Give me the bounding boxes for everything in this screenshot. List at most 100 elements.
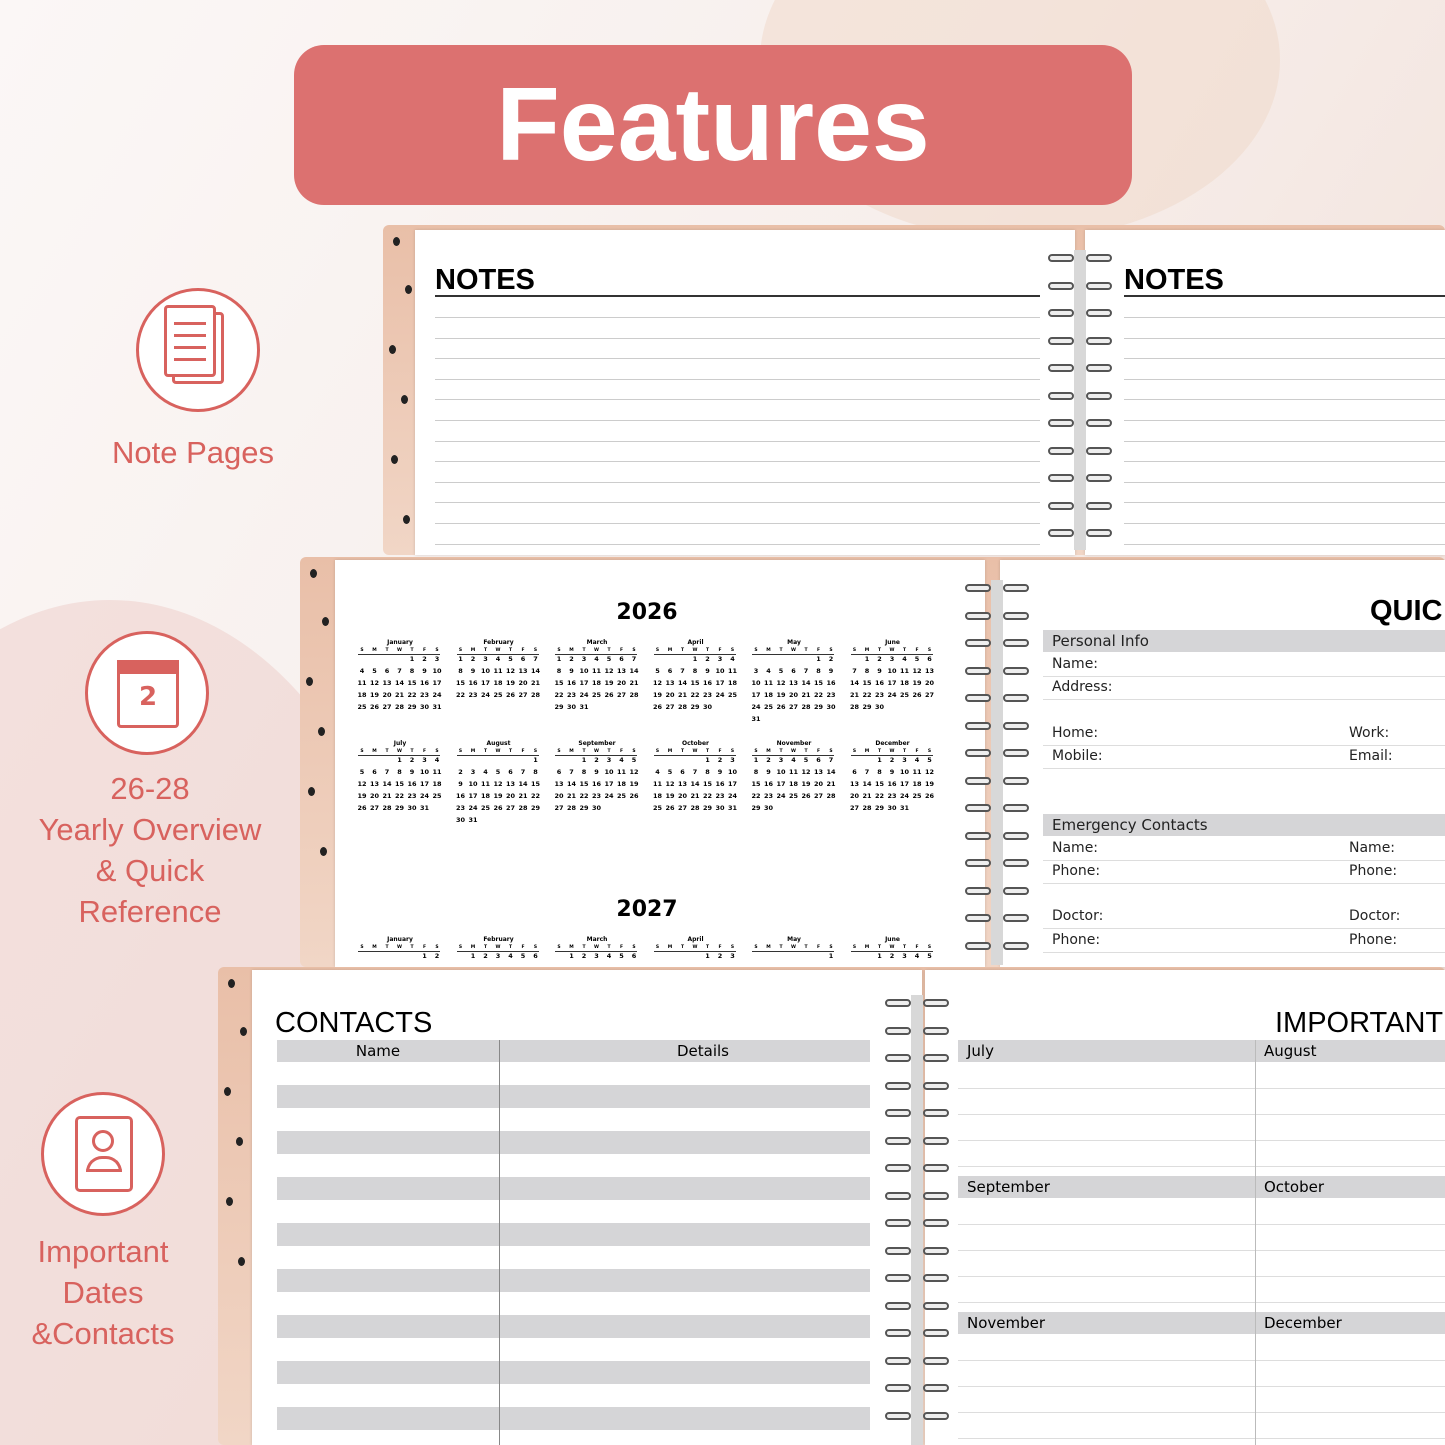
weekday: T [607,648,611,654]
day: 21 [566,792,577,801]
column-divider [499,1040,500,1445]
day: 13 [616,667,627,676]
weekday: S [927,945,932,951]
note-line [1124,502,1445,504]
weekday: S [458,648,463,654]
day: 30 [407,804,417,813]
day: 9 [766,768,771,777]
weekday: S [557,945,561,951]
icon-line [174,346,206,349]
weekday: F [422,648,427,654]
month-rule [653,654,736,655]
day: 4 [730,655,735,664]
day: 13 [849,780,860,789]
day: 1 [581,756,587,765]
weekday: M [569,945,574,951]
day: 6 [508,768,513,777]
spiral-ring [1048,446,1074,455]
day: 18 [357,691,367,700]
field-line [1043,952,1445,953]
day: 15 [530,780,541,789]
spiral-ring [1048,419,1074,427]
day: 7 [533,655,538,664]
day: 26 [801,792,811,801]
day: 23 [826,691,836,700]
day: 15 [813,679,824,688]
day: 24 [776,792,786,801]
note-line [435,523,1040,524]
day: 3 [753,667,759,676]
weekday: T [779,749,783,755]
note-line [435,378,1040,380]
day: 14 [677,679,688,688]
cover-dot [238,1257,245,1266]
day: 24 [715,691,725,700]
day: 22 [455,691,466,700]
day: 7 [864,768,870,777]
spiral-ring [1003,941,1029,950]
row-band [277,1361,870,1384]
day: 15 [862,679,872,688]
weekday: T [705,749,710,755]
weekday: W [791,749,796,755]
day: 21 [518,792,528,801]
day: 21 [801,691,811,700]
day: 30 [566,703,577,712]
day: 8 [692,667,698,676]
spiral-ring [1003,584,1029,592]
day: 30 [455,816,466,825]
day: 14 [801,679,811,688]
day: 28 [677,703,688,712]
spiral-bar [991,580,1003,965]
day: 24 [727,792,738,801]
day: 18 [727,679,738,688]
day: 6 [816,756,821,765]
day: 22 [690,691,700,700]
row-band [277,1177,870,1200]
day: 13 [518,667,528,676]
spiral-ring [1086,391,1112,400]
day: 2 [458,768,463,777]
month-rule [358,951,440,952]
field-label: Address: [1052,678,1113,695]
day: 16 [715,780,725,789]
weekday: T [582,648,586,654]
weekday: W [397,648,402,654]
day: 22 [702,792,713,801]
weekday: S [829,945,833,951]
day: 10 [751,679,761,688]
note-line [1124,523,1445,524]
icon-doc [164,305,216,377]
day: 6 [372,768,377,777]
day: 5 [359,768,365,777]
day: 16 [468,679,478,688]
day: 6 [852,768,857,777]
day: 17 [776,780,786,789]
date-line [958,1276,1445,1277]
weekday: F [718,648,722,654]
weekday: T [483,749,488,755]
weekday: T [483,945,488,951]
weekday: M [470,648,476,654]
day: 11 [727,667,738,676]
weekday: F [915,749,919,755]
field-label: Name: [1349,839,1396,856]
day: 10 [604,768,614,777]
month-name: June [885,639,900,647]
day: 5 [631,756,637,765]
day: 13 [369,780,380,789]
weekday: S [533,749,538,755]
day: 4 [434,756,440,765]
day: 13 [665,679,675,688]
spiral-ring [965,749,991,757]
field-label: Mobile: [1052,747,1103,764]
day: 3 [902,952,907,961]
weekday: S [852,945,857,951]
day: 4 [483,768,488,777]
spiral-ring [885,1054,911,1062]
day: 26 [912,691,922,700]
spiral-ring [885,1081,911,1090]
day: 16 [887,780,897,789]
note-line [1124,440,1445,442]
